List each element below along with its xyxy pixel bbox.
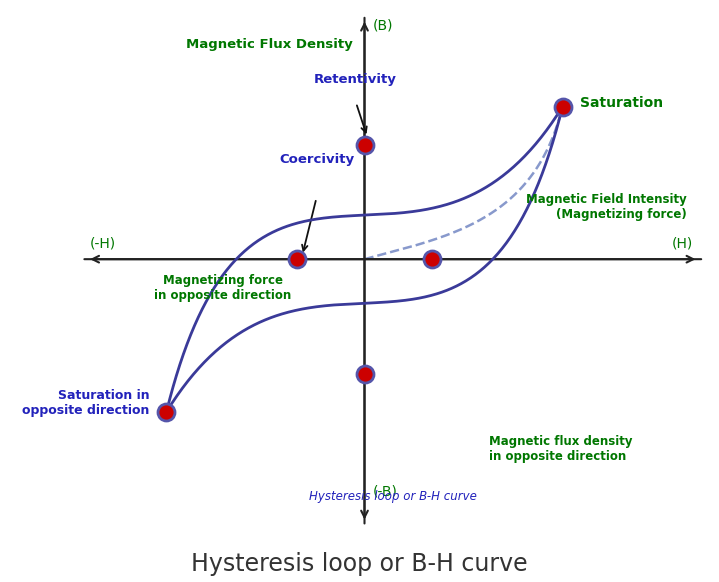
Text: Saturation: Saturation bbox=[580, 96, 663, 110]
Point bbox=[426, 254, 438, 264]
Text: Saturation in
opposite direction: Saturation in opposite direction bbox=[22, 389, 150, 417]
Text: (B): (B) bbox=[373, 19, 393, 33]
Text: (-B): (-B) bbox=[373, 484, 398, 498]
Text: Magnetic flux density
in opposite direction: Magnetic flux density in opposite direct… bbox=[489, 435, 633, 463]
Text: (-H): (-H) bbox=[90, 236, 116, 250]
Text: Retentivity: Retentivity bbox=[313, 73, 396, 86]
Text: Magnetizing force
in opposite direction: Magnetizing force in opposite direction bbox=[155, 275, 292, 303]
Text: Hysteresis loop or B-H curve: Hysteresis loop or B-H curve bbox=[191, 552, 528, 576]
Text: Magnetic Flux Density: Magnetic Flux Density bbox=[186, 38, 353, 51]
Point bbox=[359, 369, 370, 378]
Point bbox=[291, 254, 303, 264]
Point bbox=[359, 140, 370, 150]
Point bbox=[161, 407, 173, 417]
Text: (H): (H) bbox=[672, 236, 692, 250]
Text: Coercivity: Coercivity bbox=[280, 154, 354, 166]
Text: Magnetic Field Intensity
(Magnetizing force): Magnetic Field Intensity (Magnetizing fo… bbox=[526, 193, 687, 221]
Point bbox=[557, 102, 568, 111]
Text: Hysteresis loop or B-H curve: Hysteresis loop or B-H curve bbox=[309, 491, 477, 503]
